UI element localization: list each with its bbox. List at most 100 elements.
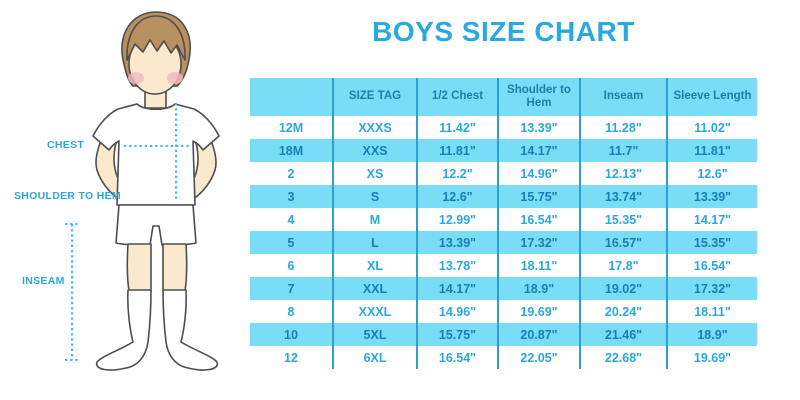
table-cell: 12.6" bbox=[666, 162, 757, 185]
table-cell: S bbox=[332, 185, 417, 208]
table-cell: 17.32" bbox=[497, 231, 580, 254]
table-cell: XL bbox=[332, 254, 417, 277]
table-cell: 12.99" bbox=[416, 208, 498, 231]
table-cell: 16.54" bbox=[497, 208, 580, 231]
table-cell: 11.42" bbox=[416, 116, 498, 139]
table-cell: 6XL bbox=[332, 346, 417, 369]
table-cell: 6 bbox=[250, 254, 333, 277]
boy-illustration: CHEST SHOULDER TO HEM INSEAM bbox=[0, 0, 250, 400]
table-cell: 21.46" bbox=[579, 323, 667, 346]
table-cell: 13.39" bbox=[497, 116, 580, 139]
column-header bbox=[250, 78, 333, 116]
table-cell: XS bbox=[332, 162, 417, 185]
table-row: 12M XXXS 11.42" 13.39" 11.28" 11.02" bbox=[250, 116, 757, 139]
left-sock-foot bbox=[95, 289, 152, 371]
shorts bbox=[115, 204, 197, 247]
table-cell: XXXL bbox=[332, 300, 417, 323]
table-cell: 18.11" bbox=[497, 254, 580, 277]
table-cell: 19.69" bbox=[666, 346, 757, 369]
table-cell: 20.87" bbox=[497, 323, 580, 346]
hair-bangs bbox=[126, 15, 186, 61]
table-cell: 13.78" bbox=[416, 254, 498, 277]
table-row: 4 M 12.99" 16.54" 15.35" 14.17" bbox=[250, 208, 757, 231]
table-cell: 22.05" bbox=[497, 346, 580, 369]
column-header: SIZE TAG bbox=[332, 78, 417, 116]
left-leg bbox=[126, 243, 152, 292]
table-cell: 16.54" bbox=[666, 254, 757, 277]
table-row: 12 6XL 16.54" 22.05" 22.68" 19.69" bbox=[250, 346, 757, 369]
table-cell: XXXS bbox=[332, 116, 417, 139]
table-row: 10 5XL 15.75" 20.87" 21.46" 18.9" bbox=[250, 323, 757, 346]
table-cell: 14.17" bbox=[416, 277, 498, 300]
table-cell: 18.11" bbox=[666, 300, 757, 323]
table-cell: 7 bbox=[250, 277, 333, 300]
table-cell: L bbox=[332, 231, 417, 254]
table-cell: 11.81" bbox=[666, 139, 757, 162]
page-title: BOYS SIZE CHART bbox=[372, 16, 635, 47]
table-cell: 12.6" bbox=[416, 185, 498, 208]
table-cell: 2 bbox=[250, 162, 333, 185]
table-cell: 18.9" bbox=[666, 323, 757, 346]
table-cell: XXS bbox=[332, 139, 417, 162]
column-header: 1/2 Chest bbox=[416, 78, 498, 116]
table-row: 5 L 13.39" 17.32" 16.57" 15.35" bbox=[250, 231, 757, 254]
table-cell: 22.68" bbox=[579, 346, 667, 369]
table-cell: 4 bbox=[250, 208, 333, 231]
table-cell: 5XL bbox=[332, 323, 417, 346]
column-header: Sleeve Length bbox=[666, 78, 757, 116]
table-cell: 14.96" bbox=[416, 300, 498, 323]
table-cell: 12 bbox=[250, 346, 333, 369]
table-cell: 12.2" bbox=[416, 162, 498, 185]
table-cell: 16.54" bbox=[416, 346, 498, 369]
table-cell: 17.8" bbox=[579, 254, 667, 277]
table-row: 3 S 12.6" 15.75" 13.74" 13.39" bbox=[250, 185, 757, 208]
table-cell: 11.7" bbox=[579, 139, 667, 162]
table-cell: 18.9" bbox=[497, 277, 580, 300]
table-header-row: SIZE TAG 1/2 Chest Shoulder to Hem Inseam Sl… bbox=[250, 78, 757, 116]
table-cell: 19.02" bbox=[579, 277, 667, 300]
boy-figure-svg bbox=[65, 11, 220, 371]
right-cheek-blush bbox=[167, 72, 183, 84]
right-leg bbox=[162, 243, 188, 292]
table-cell: 13.74" bbox=[579, 185, 667, 208]
column-header: Shoulder to Hem bbox=[497, 78, 580, 116]
table-cell: M bbox=[332, 208, 417, 231]
table-row: 7 XXL 14.17" 18.9" 19.02" 17.32" bbox=[250, 277, 757, 300]
table-cell: 19.69" bbox=[497, 300, 580, 323]
table-row: 2 XS 12.2" 14.96" 12.13" 12.6" bbox=[250, 162, 757, 185]
shoulder-to-hem-label: SHOULDER TO HEM bbox=[14, 190, 121, 202]
table-row: 18M XXS 11.81" 14.17" 11.7" 11.81" bbox=[250, 139, 757, 162]
size-chart-table: SIZE TAG 1/2 Chest Shoulder to Hem Inseam Sl… bbox=[250, 78, 757, 369]
table-cell: 13.39" bbox=[416, 231, 498, 254]
table-cell: 18M bbox=[250, 139, 333, 162]
right-sock-foot bbox=[162, 289, 219, 371]
table-cell: 8 bbox=[250, 300, 333, 323]
column-header: Inseam bbox=[579, 78, 667, 116]
table-cell: 12M bbox=[250, 116, 333, 139]
table-cell: XXL bbox=[332, 277, 417, 300]
table-cell: 17.32" bbox=[666, 277, 757, 300]
table-cell: 10 bbox=[250, 323, 333, 346]
table-body: 12M XXXS 11.42" 13.39" 11.28" 11.02" 18M XXS 11.… bbox=[250, 116, 757, 369]
table-cell: 16.57" bbox=[579, 231, 667, 254]
table-row: 6 XL 13.78" 18.11" 17.8" 16.54" bbox=[250, 254, 757, 277]
table-cell: 15.75" bbox=[497, 185, 580, 208]
table-cell: 5 bbox=[250, 231, 333, 254]
table-cell: 11.02" bbox=[666, 116, 757, 139]
table-cell: 15.35" bbox=[666, 231, 757, 254]
table-cell: 15.35" bbox=[579, 208, 667, 231]
table-cell: 14.17" bbox=[666, 208, 757, 231]
t-shirt bbox=[92, 103, 220, 206]
table-cell: 14.96" bbox=[497, 162, 580, 185]
table-cell: 13.39" bbox=[666, 185, 757, 208]
table-cell: 20.24" bbox=[579, 300, 667, 323]
left-cheek-blush bbox=[128, 72, 144, 84]
table-cell: 14.17" bbox=[497, 139, 580, 162]
table-cell: 3 bbox=[250, 185, 333, 208]
inseam-label: INSEAM bbox=[22, 275, 65, 287]
table-cell: 11.28" bbox=[579, 116, 667, 139]
table-cell: 15.75" bbox=[416, 323, 498, 346]
table-cell: 12.13" bbox=[579, 162, 667, 185]
table-cell: 11.81" bbox=[416, 139, 498, 162]
